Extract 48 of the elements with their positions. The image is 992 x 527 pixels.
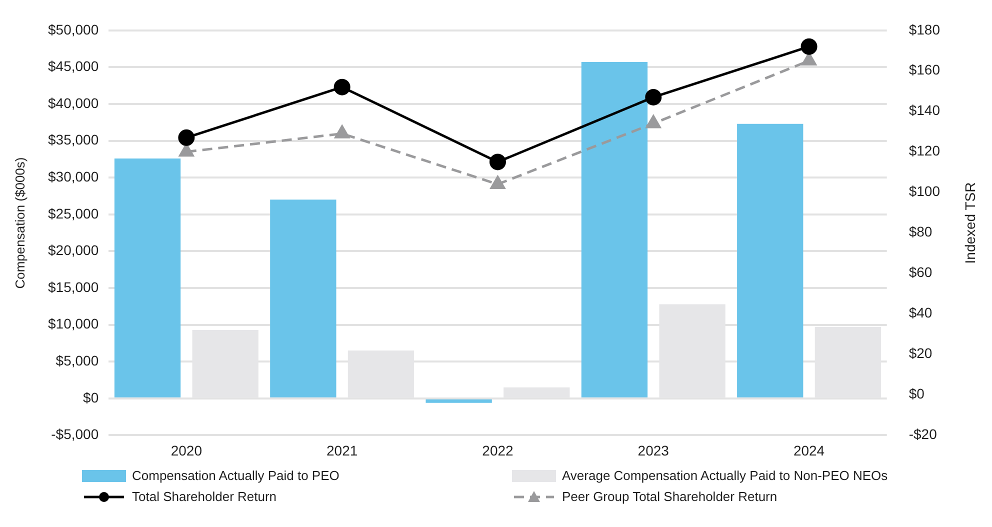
y2-tick-label: $40 xyxy=(908,304,932,321)
point xyxy=(802,52,816,66)
y2-tick-label: $180 xyxy=(908,21,940,38)
y-tick-label: $5,000 xyxy=(56,352,99,368)
bar xyxy=(737,124,804,398)
y2-tick-label: $20 xyxy=(908,345,932,362)
x-tick-label: 2024 xyxy=(793,442,825,458)
y2-tick-label: $140 xyxy=(908,102,940,118)
y-tick-label: $15,000 xyxy=(48,278,99,295)
bar xyxy=(426,399,492,403)
point xyxy=(490,176,506,189)
y-tick-label: $20,000 xyxy=(48,242,99,258)
y-tick-label: $35,000 xyxy=(48,132,99,148)
x-tick-label: 2022 xyxy=(482,442,514,458)
x-tick-label: 2020 xyxy=(170,442,202,458)
legend-label: Average Compensation Actually Paid to Non-PEO NEOs xyxy=(562,468,888,483)
y2-tick-label: $100 xyxy=(908,183,940,200)
y-tick-label: $10,000 xyxy=(48,316,99,332)
y-tick-label: $25,000 xyxy=(48,205,99,222)
point xyxy=(646,115,661,128)
y-axis-title: Compensation ($000s) xyxy=(12,157,28,289)
bar xyxy=(581,62,648,398)
point xyxy=(334,78,350,96)
x-tick-label: 2023 xyxy=(638,442,670,458)
point xyxy=(334,125,350,138)
point xyxy=(800,38,818,55)
y2-tick-label: $80 xyxy=(908,224,932,240)
y-tick-label: $0 xyxy=(83,389,99,406)
legend-label: Compensation Actually Paid to PEO xyxy=(132,468,340,483)
point xyxy=(178,129,195,146)
legend-label: Total Shareholder Return xyxy=(132,489,277,504)
y2-tick-label: -$20 xyxy=(908,426,938,442)
x-tick-label: 2021 xyxy=(326,442,358,458)
bar xyxy=(114,158,181,398)
point xyxy=(645,88,662,106)
y-tick-label: -$5,000 xyxy=(51,426,99,442)
point xyxy=(179,144,194,157)
y-tick-label: $30,000 xyxy=(48,168,99,184)
y2-tick-label: $0 xyxy=(908,386,925,402)
y-tick-label: $45,000 xyxy=(48,58,99,74)
y-tick-label: $40,000 xyxy=(48,94,99,111)
y2-tick-label: $120 xyxy=(908,142,940,159)
y2-tick-label: $160 xyxy=(908,62,940,78)
y2-tick-label: $60 xyxy=(908,264,932,280)
y-tick-label: $50,000 xyxy=(48,21,99,38)
y2-axis-title: Indexed TSR xyxy=(962,182,978,264)
legend-label: Peer Group Total Shareholder Return xyxy=(562,489,778,504)
bar xyxy=(270,200,336,398)
